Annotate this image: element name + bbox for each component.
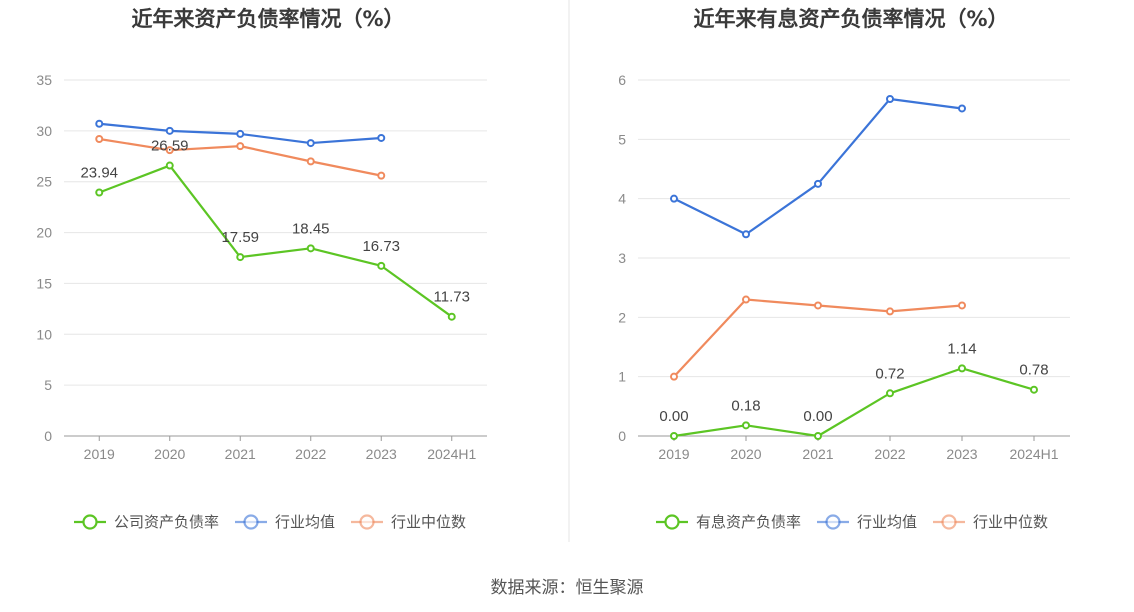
- y-tick-label: 6: [618, 72, 626, 88]
- legend-item-company: 公司资产负债率: [74, 513, 219, 531]
- x-tick-label: 2019: [84, 446, 115, 462]
- data-label: 11.73: [434, 289, 470, 306]
- data-point-industry_avg: [377, 133, 386, 142]
- data-point-industry_median: [306, 157, 315, 166]
- data-point-industry_avg: [670, 194, 678, 203]
- legend-marker-icon: [825, 514, 841, 530]
- chart-panel-interest-debt-ratio: 近年来有息资产负债率情况（%） 0 1 2 3 4 5 6 2019 2020 2021 2022 20…: [618, 7, 1070, 531]
- data-label: 0.00: [803, 408, 832, 425]
- data-point-company: [670, 432, 678, 440]
- chart-title: 近年来资产负债率情况（%）: [131, 7, 404, 31]
- data-label: 23.94: [80, 164, 118, 181]
- data-label: 26.59: [151, 138, 189, 155]
- x-tick-label: 2020: [154, 446, 185, 462]
- y-tick-label: 3: [618, 250, 626, 266]
- data-point-industry_median: [742, 295, 750, 304]
- series-line-company: [98, 164, 453, 318]
- x-tick-label: 2022: [295, 446, 326, 462]
- data-point-industry_median: [377, 171, 386, 180]
- legend-label: 行业均值: [275, 513, 335, 531]
- legend-marker-icon: [243, 514, 259, 530]
- legend-label: 行业中位数: [973, 513, 1048, 531]
- y-tick-label: 15: [36, 275, 52, 291]
- data-point-company: [1030, 385, 1038, 394]
- legend-item-industry_median: 行业中位数: [351, 513, 466, 531]
- data-point-company: [814, 432, 822, 440]
- y-tick-label: 0: [618, 428, 626, 444]
- series-line-company: [673, 367, 1035, 438]
- legend-item-industry_avg: 行业均值: [817, 513, 917, 531]
- x-tick-label: 2023: [366, 446, 397, 462]
- y-tick-label: 4: [618, 191, 626, 207]
- legend-label: 行业中位数: [391, 513, 466, 531]
- data-point-industry_avg: [236, 129, 245, 138]
- legend-label: 公司资产负债率: [114, 513, 219, 531]
- y-tick-label: 35: [36, 72, 52, 88]
- legend-marker-icon: [359, 514, 375, 530]
- y-tick-label: 25: [36, 174, 52, 190]
- y-tick-label: 10: [36, 326, 52, 342]
- y-tick-label: 20: [36, 225, 52, 241]
- data-point-company: [95, 188, 104, 197]
- data-point-company: [165, 161, 174, 170]
- chart-panel-debt-ratio: 近年来资产负债率情况（%） 0 5 10 15 20 25 30 35 2019 2020 2021 2…: [36, 7, 487, 531]
- data-label: 18.45: [292, 220, 330, 237]
- legend-item-company: 有息资产负债率: [656, 513, 801, 531]
- data-label: 16.73: [362, 238, 400, 255]
- legend-marker-icon: [82, 514, 98, 530]
- x-tick-label: 2023: [946, 446, 977, 462]
- data-point-industry_median: [670, 372, 678, 381]
- legend-item-industry_avg: 行业均值: [235, 513, 335, 531]
- data-point-company: [447, 312, 456, 321]
- data-point-company: [377, 261, 386, 270]
- x-tick-label: 2022: [874, 446, 905, 462]
- x-tick-label: 2024H1: [427, 446, 476, 462]
- legend-label: 行业均值: [857, 513, 917, 531]
- data-label: 0.00: [659, 408, 688, 425]
- legend-item-industry_median: 行业中位数: [933, 513, 1048, 531]
- data-label: 17.59: [221, 229, 259, 246]
- legend-label: 有息资产负债率: [696, 513, 801, 531]
- data-label: 1.14: [947, 340, 976, 357]
- series-line-industry_median: [673, 298, 963, 378]
- data-point-company: [306, 244, 315, 253]
- y-tick-label: 1: [618, 369, 626, 385]
- data-point-industry_avg: [742, 230, 750, 239]
- y-tick-label: 30: [36, 123, 52, 139]
- y-tick-label: 5: [618, 131, 626, 147]
- x-tick-label: 2019: [658, 446, 689, 462]
- data-point-company: [236, 253, 245, 262]
- legend-marker-icon: [941, 514, 957, 530]
- data-point-company: [742, 421, 750, 430]
- x-tick-label: 2021: [802, 446, 833, 462]
- y-tick-label: 0: [44, 428, 52, 444]
- data-point-company: [886, 389, 894, 398]
- y-tick-label: 2: [618, 309, 626, 325]
- x-tick-label: 2021: [225, 446, 256, 462]
- data-point-industry_median: [886, 307, 894, 316]
- data-point-industry_avg: [814, 179, 822, 188]
- chart-title: 近年来有息资产负债率情况（%）: [693, 7, 1008, 31]
- series-line-industry_avg: [673, 97, 963, 236]
- y-tick-label: 5: [44, 377, 52, 393]
- x-tick-label: 2024H1: [1009, 446, 1058, 462]
- data-point-industry_avg: [95, 119, 104, 128]
- data-point-industry_median: [95, 134, 104, 143]
- data-point-industry_median: [814, 301, 822, 310]
- data-point-industry_avg: [165, 126, 174, 135]
- legend-marker-icon: [664, 514, 680, 530]
- data-point-industry_avg: [306, 139, 315, 148]
- data-point-company: [958, 364, 966, 373]
- data-source: 数据来源：恒生聚源: [491, 578, 644, 598]
- data-label: 0.18: [731, 397, 760, 414]
- data-point-industry_avg: [958, 104, 966, 113]
- data-point-industry_avg: [886, 94, 894, 103]
- data-label: 0.72: [875, 365, 904, 382]
- data-point-industry_median: [958, 301, 966, 310]
- x-tick-label: 2020: [730, 446, 761, 462]
- data-label: 0.78: [1019, 362, 1048, 379]
- data-point-industry_median: [236, 142, 245, 151]
- data-point-industry_median: [165, 146, 174, 155]
